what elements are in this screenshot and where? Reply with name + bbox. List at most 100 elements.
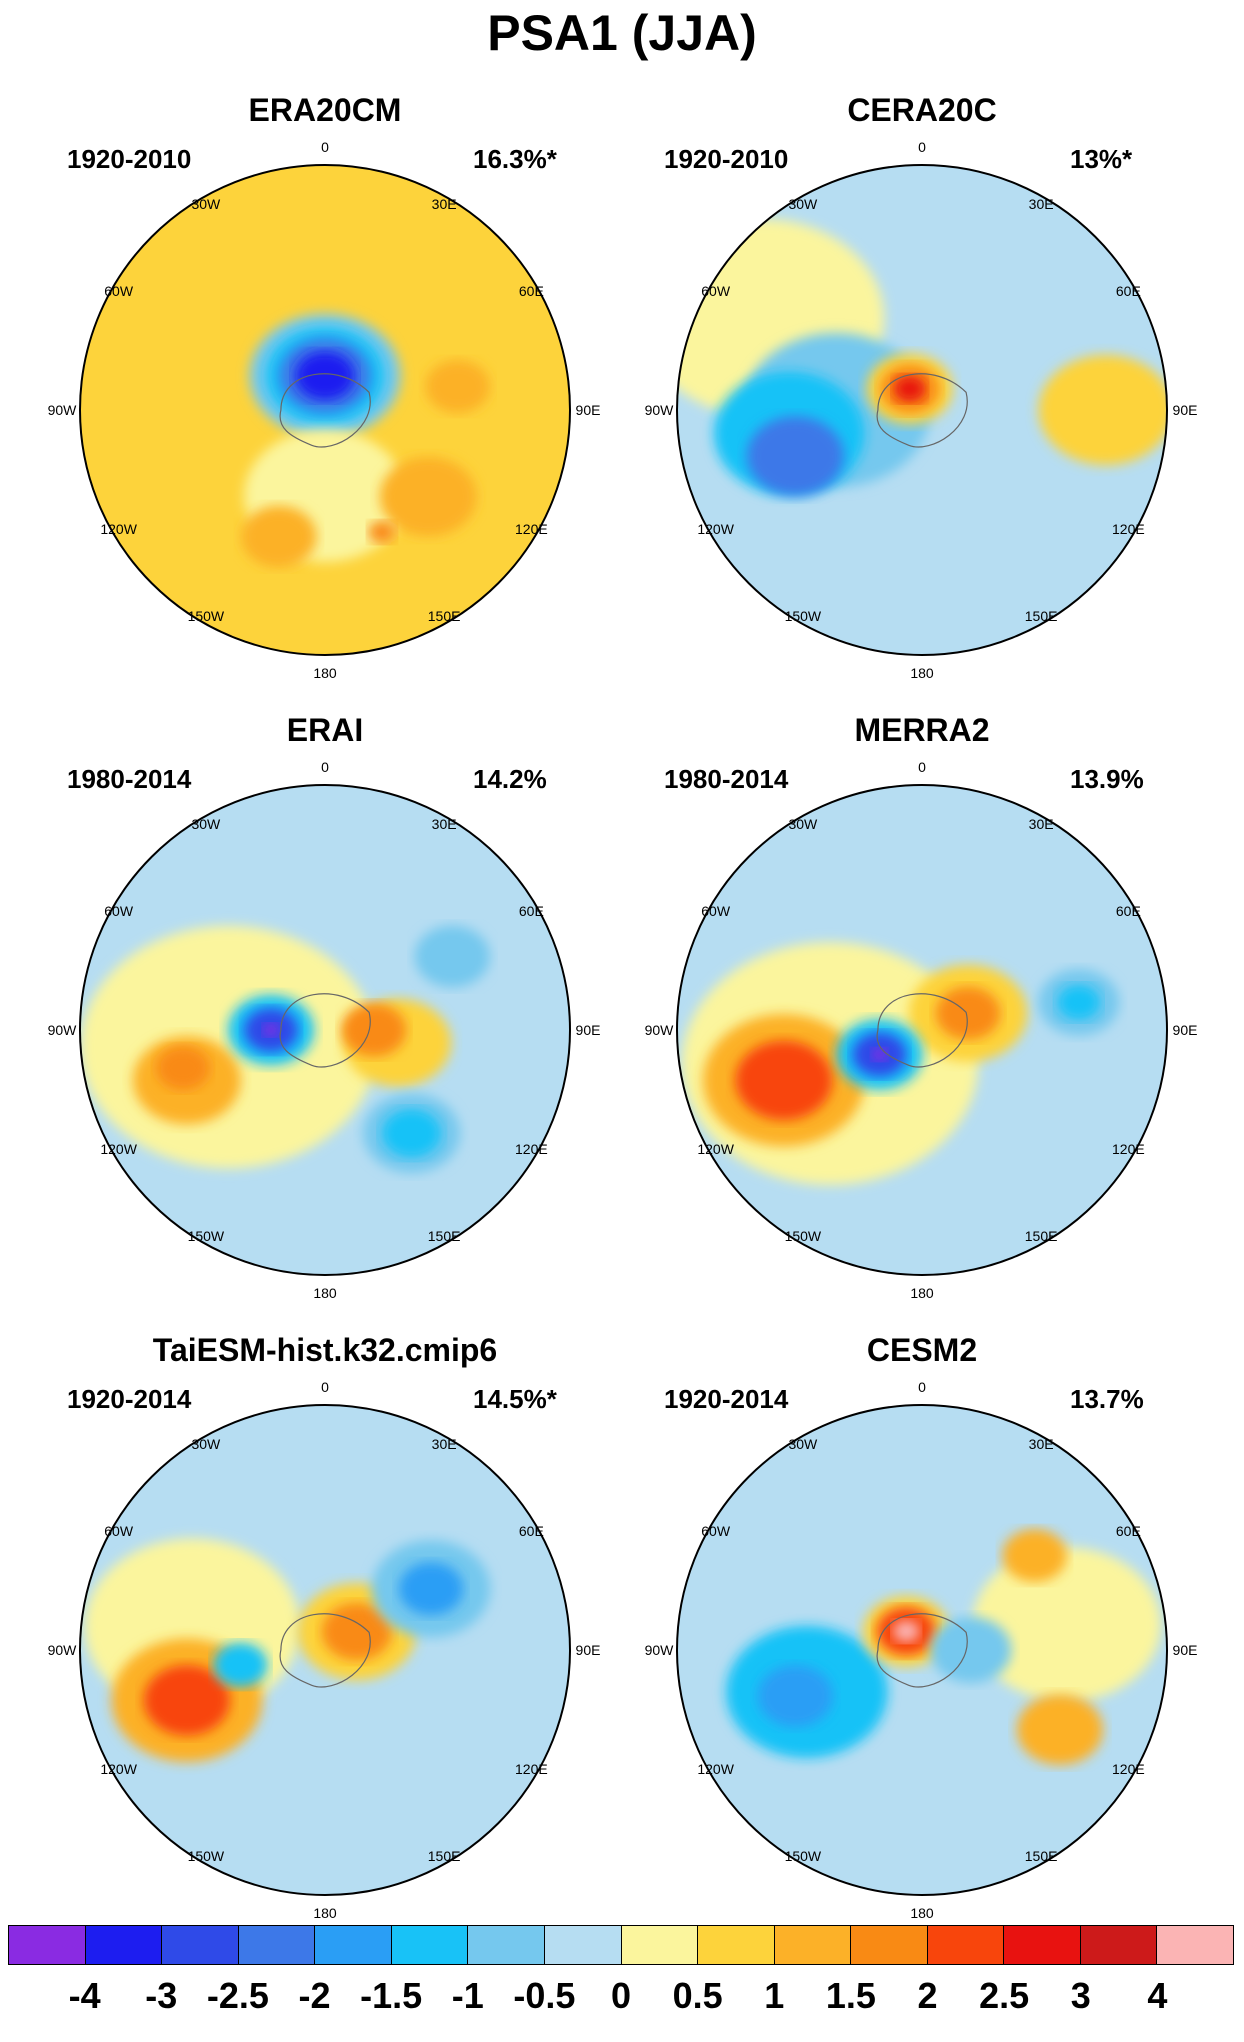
longitude-label: 150E <box>1024 1228 1058 1245</box>
longitude-label: 30W <box>191 815 221 832</box>
coastline <box>279 993 371 1068</box>
colorbar-swatch <box>1004 1926 1081 1964</box>
longitude-label: 150E <box>427 608 461 625</box>
anomaly-contour <box>80 925 377 1169</box>
colorbar-swatch <box>9 1926 86 1964</box>
coastline <box>876 373 968 448</box>
colorbar-label: -2 <box>298 1975 331 2016</box>
anomaly-contour <box>757 1665 834 1727</box>
anomaly-contour <box>295 351 355 400</box>
longitude-label: 30E <box>431 815 457 832</box>
longitude-label: 30W <box>788 815 818 832</box>
longitude-label: 60E <box>1115 1522 1141 1539</box>
colorbar-swatch <box>621 1926 699 1964</box>
anomaly-contour <box>368 521 396 544</box>
colorbar <box>8 1925 1234 1965</box>
colorbar-swatch <box>238 1926 316 1964</box>
colorbar-swatch <box>927 1926 1005 1964</box>
longitude-label: 60E <box>1115 902 1141 919</box>
colorbar-label: 1 <box>764 1975 785 2016</box>
panel-title: TaiESM-hist.k32.cmip6 <box>152 1332 498 1368</box>
anomaly-contour <box>1057 984 1101 1020</box>
longitude-label: 30E <box>1028 815 1054 832</box>
anomaly-contour <box>735 1040 833 1120</box>
longitude-label: 180 <box>910 1285 934 1301</box>
longitude-label: 120W <box>697 521 734 538</box>
panel-title: CESM2 <box>866 1332 978 1368</box>
anomaly-contour <box>263 1023 280 1037</box>
colorbar-label: -2.5 <box>206 1975 269 2016</box>
longitude-label: 90E <box>1172 402 1198 418</box>
longitude-label: 90E <box>1172 1022 1198 1038</box>
panel-title: MERRA2 <box>854 712 990 748</box>
longitude-label: 60W <box>701 902 731 919</box>
colorbar-swatch <box>85 1926 163 1964</box>
map-border <box>676 784 1168 1276</box>
coastline <box>279 1613 371 1688</box>
anomaly-contour <box>1002 1529 1067 1582</box>
anomaly-contour <box>1038 354 1167 466</box>
anomaly-contour <box>893 375 926 403</box>
longitude-label: 90W <box>47 1022 77 1038</box>
longitude-label: 90W <box>644 1642 674 1658</box>
longitude-label: 120E <box>514 1141 548 1158</box>
polar-map <box>676 164 1168 656</box>
colorbar-swatch <box>1080 1926 1158 1964</box>
longitude-label: 120W <box>697 1761 734 1778</box>
longitude-label: 120W <box>100 1761 137 1778</box>
longitude-label: 150E <box>1024 1848 1058 1865</box>
longitude-label: 90W <box>47 402 77 418</box>
longitude-label: 30W <box>191 1435 221 1452</box>
longitude-label: 150E <box>427 1848 461 1865</box>
coastline <box>876 1613 968 1688</box>
polar-map <box>79 784 571 1276</box>
longitude-label: 90E <box>575 402 601 418</box>
panel-variance: 13.7% <box>1070 1384 1144 1414</box>
anomaly-contour <box>930 1616 1012 1684</box>
longitude-label: 180 <box>313 1905 337 1921</box>
polar-map <box>676 784 1168 1276</box>
colorbar-swatch <box>698 1926 775 1964</box>
longitude-label: 60E <box>518 282 544 299</box>
longitude-label: 120E <box>514 1761 548 1778</box>
longitude-label: 120W <box>100 1141 137 1158</box>
colorbar-swatch <box>1157 1926 1233 1964</box>
longitude-label: 0 <box>918 1379 926 1395</box>
longitude-label: 180 <box>313 665 337 681</box>
anomaly-contour <box>871 1047 888 1062</box>
longitude-label: 150E <box>1024 608 1058 625</box>
panel-period: 1920-2010 <box>67 144 192 174</box>
longitude-label: 60W <box>104 282 134 299</box>
colorbar-swatch <box>468 1926 545 1964</box>
colorbar-label: -1 <box>451 1975 484 2016</box>
anomaly-contour <box>746 416 844 496</box>
longitude-label: 90E <box>575 1022 601 1038</box>
anomaly-contour <box>156 1045 210 1091</box>
longitude-label: 120W <box>697 1141 734 1158</box>
map-border <box>79 1404 571 1896</box>
longitude-label: 30W <box>788 1435 818 1452</box>
longitude-label: 180 <box>313 1285 337 1301</box>
longitude-label: 60W <box>104 1522 134 1539</box>
anomaly-contour <box>379 456 477 537</box>
longitude-label: 90W <box>644 1022 674 1038</box>
panel-variance: 14.5%* <box>473 1384 557 1414</box>
anomaly-contour <box>321 1602 392 1661</box>
longitude-label: 120E <box>1111 521 1145 538</box>
colorbar-label: -3 <box>145 1975 178 2016</box>
longitude-label: 120E <box>514 521 548 538</box>
longitude-label: 30E <box>431 1435 457 1452</box>
map-border <box>79 784 571 1276</box>
colorbar-label: -0.5 <box>513 1975 576 2016</box>
colorbar-swatch <box>315 1926 392 1964</box>
longitude-label: 150W <box>784 1228 822 1245</box>
longitude-label: 60W <box>701 282 731 299</box>
panel-period: 1920-2014 <box>67 1384 192 1414</box>
colorbar-swatch <box>391 1926 469 1964</box>
colorbar-swatch <box>162 1926 239 1964</box>
longitude-label: 150W <box>187 608 225 625</box>
colorbar-label: 4 <box>1147 1975 1168 2016</box>
anomaly-contour <box>381 1108 442 1158</box>
panel-period: 1920-2014 <box>664 1384 789 1414</box>
longitude-label: 150W <box>784 1848 822 1865</box>
